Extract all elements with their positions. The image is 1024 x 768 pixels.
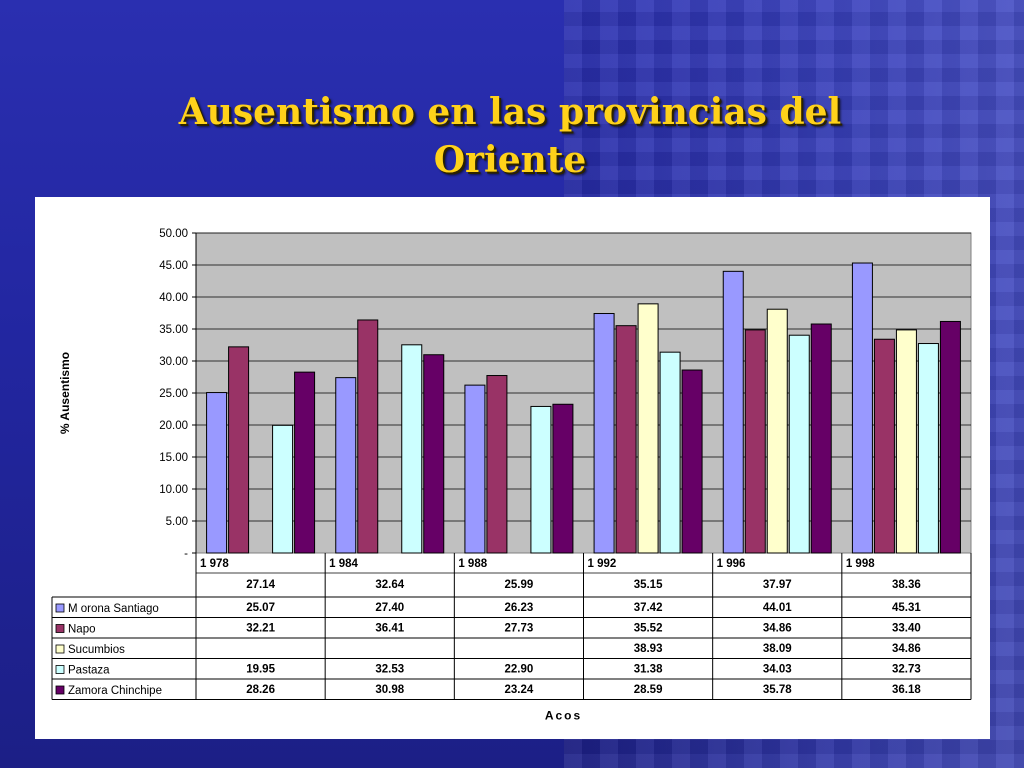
bar <box>766 308 788 554</box>
bar <box>228 346 250 554</box>
bar <box>423 354 445 554</box>
data-table-value: 26.23 <box>505 602 534 614</box>
category-total: 27.14 <box>246 579 275 591</box>
bar <box>895 329 917 554</box>
bar <box>722 270 744 554</box>
category-label: 1 992 <box>588 558 617 570</box>
category-total: 35.15 <box>634 579 663 591</box>
bar <box>272 424 294 554</box>
legend-label: Napo <box>68 624 96 636</box>
legend-swatch <box>55 603 65 613</box>
x-axis-label: Acos <box>545 709 582 723</box>
data-table-value: 22.90 <box>505 664 534 676</box>
category-label: 1 998 <box>846 558 875 570</box>
data-table-value: 23.24 <box>505 684 534 696</box>
bar <box>810 323 832 554</box>
data-table-value: 32.21 <box>246 623 275 635</box>
y-tick-label: 40.00 <box>159 292 188 304</box>
y-tick-label: 20.00 <box>159 420 188 432</box>
category-label: 1 988 <box>458 558 487 570</box>
data-table-value: 31.38 <box>634 664 663 676</box>
data-table-value: 28.59 <box>634 684 663 696</box>
category-label: 1 996 <box>717 558 746 570</box>
data-table-value: 34.03 <box>763 664 792 676</box>
bar <box>637 303 659 554</box>
bar-chart-with-data-table: - 5.00 10.00 15.00 20.00 25.00 30.00 35.00 40.00… <box>51 228 972 723</box>
legend-swatch <box>55 665 65 674</box>
data-table-value: 27.73 <box>505 623 534 635</box>
slide-title-line-2: Oriente <box>433 139 587 181</box>
legend-label: Zamora Chinchipe <box>68 685 162 697</box>
legend-label: Pastaza <box>68 665 110 677</box>
bar <box>401 344 423 554</box>
data-table-value: 32.53 <box>375 664 404 676</box>
bar <box>851 262 873 554</box>
bar <box>939 320 961 554</box>
bar <box>486 375 508 554</box>
bar <box>659 351 681 554</box>
data-table-value: 36.41 <box>375 623 404 635</box>
bar <box>552 403 574 554</box>
data-table-value: 35.78 <box>763 684 792 696</box>
data-table-value: 38.09 <box>763 643 792 655</box>
legend-swatch <box>55 624 65 633</box>
legend-swatch <box>55 644 65 654</box>
category-total: 25.99 <box>505 579 534 591</box>
bar <box>615 325 637 554</box>
category-total: 38.36 <box>892 579 921 591</box>
y-tick-label: 30.00 <box>159 356 188 368</box>
data-table-value: 30.98 <box>375 684 404 696</box>
y-tick-label: 35.00 <box>159 324 188 336</box>
bar <box>788 334 810 554</box>
chart-panel: - 5.00 10.00 15.00 20.00 25.00 30.00 35.00 40.00… <box>35 197 990 739</box>
category-total: 37.97 <box>763 579 792 591</box>
y-tick-label: 50.00 <box>159 228 188 240</box>
data-table-value: 34.86 <box>892 643 921 655</box>
data-table-value: 33.40 <box>892 623 921 635</box>
data-table-value: 35.52 <box>634 623 663 635</box>
category-label: 1 978 <box>200 558 229 570</box>
slide-title: Ausentismo en las provincias del Oriente <box>60 88 960 184</box>
y-tick-label: 45.00 <box>159 260 188 272</box>
bar <box>873 338 895 554</box>
y-tick-label: 10.00 <box>159 484 188 496</box>
data-table-value: 25.07 <box>246 602 275 614</box>
data-table-value: 37.42 <box>634 602 663 614</box>
data-table-value: 27.40 <box>375 602 404 614</box>
data-table-value: 28.26 <box>246 684 275 696</box>
data-table-value: 45.31 <box>892 602 921 614</box>
bar <box>464 384 486 554</box>
data-table-value: 34.86 <box>763 623 792 635</box>
bar <box>681 369 703 554</box>
bar <box>294 371 316 554</box>
slide-title-line-1: Ausentismo en las provincias del <box>178 91 842 133</box>
y-tick-label: 15.00 <box>159 452 188 464</box>
legend-label: M orona Santiago <box>68 603 159 615</box>
bar <box>335 377 357 554</box>
bar <box>206 392 228 554</box>
legend-label: Sucumbios <box>68 644 125 656</box>
data-table-value: 44.01 <box>763 602 792 614</box>
category-total: 32.64 <box>375 579 404 591</box>
data-table-value: 32.73 <box>892 664 921 676</box>
y-tick-label: 25.00 <box>159 388 188 400</box>
bar <box>593 313 615 554</box>
data-table-value: 38.93 <box>634 643 663 655</box>
y-axis-label: % Ausentismo <box>58 352 72 434</box>
bar <box>917 343 939 554</box>
category-label: 1 984 <box>329 558 358 570</box>
legend-swatch <box>55 685 65 695</box>
y-tick-label: 5.00 <box>166 516 188 528</box>
data-table-value: 36.18 <box>892 684 921 696</box>
bar <box>357 319 379 554</box>
data-table-value: 19.95 <box>246 664 275 676</box>
bar <box>530 405 552 554</box>
bar <box>744 329 766 554</box>
y-tick-label: - <box>184 548 188 560</box>
